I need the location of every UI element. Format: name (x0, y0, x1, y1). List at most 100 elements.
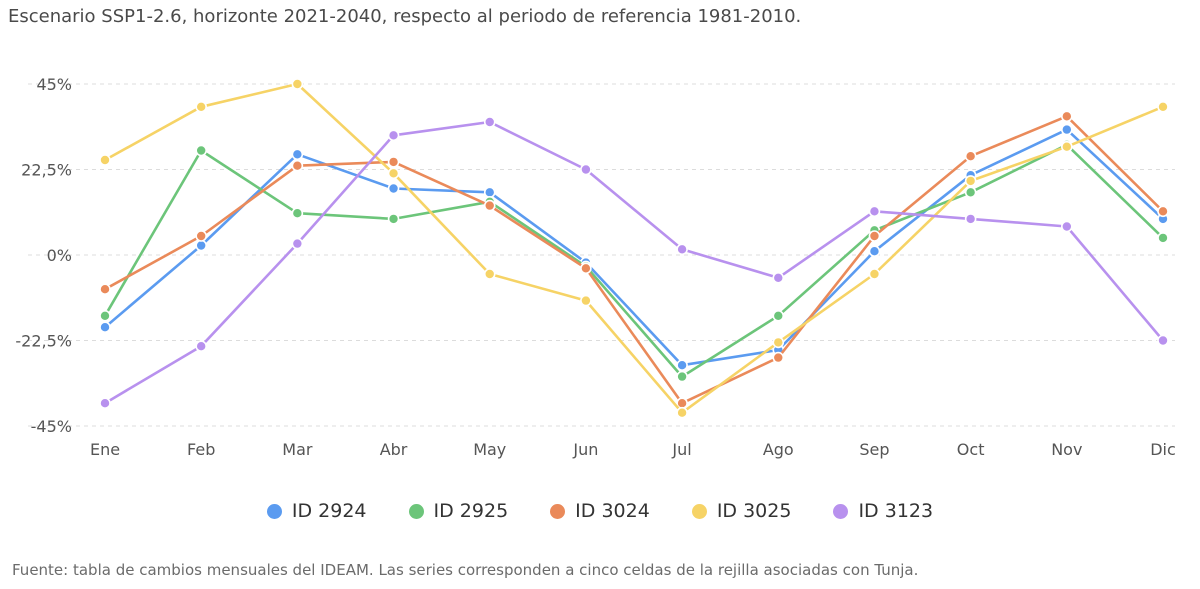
x-tick-label: Jun (572, 440, 598, 459)
data-point[interactable] (1157, 232, 1169, 244)
x-tick-label: Jul (671, 440, 691, 459)
series-id-3025 (99, 78, 1169, 419)
y-axis-ticks: -45% -22,5% 0% 22,5% 45% (15, 75, 72, 436)
data-point[interactable] (1061, 110, 1073, 123)
data-point[interactable] (1061, 220, 1073, 233)
data-point[interactable] (483, 199, 496, 212)
data-point[interactable] (195, 230, 207, 242)
series-id-3024 (99, 110, 1169, 410)
data-point[interactable] (964, 186, 977, 199)
x-tick-label: Ene (90, 440, 120, 459)
series-line (103, 82, 1165, 415)
data-point[interactable] (99, 321, 111, 334)
data-point[interactable] (868, 205, 881, 218)
data-point[interactable] (868, 268, 881, 280)
data-point[interactable] (99, 283, 111, 296)
x-tick-label: Ago (763, 440, 794, 459)
data-point[interactable] (868, 245, 881, 257)
data-point[interactable] (291, 159, 304, 172)
data-point[interactable] (195, 239, 207, 252)
gridlines (28, 83, 1175, 427)
data-point[interactable] (772, 336, 785, 349)
x-tick-label: Oct (957, 440, 985, 459)
data-point[interactable] (387, 129, 400, 142)
data-point[interactable] (676, 243, 688, 256)
data-point[interactable] (964, 213, 977, 225)
y-tick-label: 22,5% (21, 161, 72, 180)
data-point[interactable] (868, 230, 881, 242)
data-point[interactable] (676, 370, 688, 383)
legend-item[interactable]: ID 3123 (833, 500, 933, 522)
x-tick-label: Mar (282, 440, 313, 459)
data-point[interactable] (99, 397, 111, 410)
x-tick-label: Feb (187, 440, 215, 459)
legend-label: ID 2925 (433, 500, 509, 522)
y-tick-label: -22,5% (15, 332, 72, 351)
x-tick-label: Sep (859, 440, 889, 459)
data-point[interactable] (195, 144, 207, 157)
data-point[interactable] (387, 156, 400, 168)
data-point[interactable] (580, 163, 592, 176)
x-tick-label: May (473, 440, 506, 459)
y-tick-label: -45% (31, 417, 72, 436)
series-id-2925 (99, 139, 1169, 383)
legend-marker (550, 503, 566, 519)
legend-label: ID 3024 (575, 500, 650, 522)
chart-title: Escenario SSP1-2.6, horizonte 2021-2040,… (8, 6, 802, 27)
series-id-2924 (99, 123, 1169, 372)
data-point[interactable] (1061, 140, 1073, 153)
data-point[interactable] (772, 271, 785, 284)
source-note: Fuente: tabla de cambios mensuales del I… (12, 561, 919, 579)
data-point[interactable] (580, 262, 592, 275)
legend-item[interactable]: ID 3024 (550, 500, 650, 522)
x-tick-label: Dic (1150, 440, 1176, 459)
data-point[interactable] (291, 237, 304, 250)
legend-item[interactable]: ID 2924 (266, 500, 367, 522)
data-point[interactable] (483, 268, 496, 280)
series-line (103, 128, 1165, 367)
data-point[interactable] (772, 351, 785, 364)
data-point[interactable] (99, 154, 111, 166)
legend-item[interactable]: ID 3025 (691, 500, 792, 522)
data-point[interactable] (291, 148, 304, 161)
legend-marker (691, 503, 707, 519)
data-point[interactable] (1061, 123, 1073, 136)
series-line (103, 143, 1165, 378)
data-point[interactable] (99, 309, 111, 322)
chart-legend: ID 2924 ID 2925 ID 3024 ID 3025 ID 3123 (0, 500, 1200, 522)
data-point[interactable] (291, 207, 304, 219)
data-point[interactable] (291, 78, 304, 90)
legend-marker (408, 503, 424, 519)
data-point[interactable] (580, 294, 592, 307)
series-lines (99, 78, 1169, 419)
line-chart: -45% -22,5% 0% 22,5% 45% Ene Feb Mar Abr May Jun J… (15, 75, 1176, 459)
series-line (103, 115, 1165, 405)
data-point[interactable] (772, 309, 785, 322)
x-axis-ticks: Ene Feb Mar Abr May Jun Jul Ago Sep Oct Nov Dic (90, 440, 1176, 459)
data-point[interactable] (1157, 334, 1169, 347)
data-point[interactable] (387, 182, 400, 195)
y-tick-label: 45% (36, 75, 72, 94)
legend-label: ID 3025 (716, 500, 792, 522)
data-point[interactable] (387, 213, 400, 225)
series-id-3123 (99, 116, 1169, 410)
data-point[interactable] (1157, 205, 1169, 218)
data-point[interactable] (964, 150, 977, 162)
legend-label: ID 3123 (858, 500, 934, 522)
data-point[interactable] (964, 175, 977, 187)
data-point[interactable] (387, 167, 400, 180)
data-point[interactable] (195, 101, 207, 113)
legend-marker (833, 503, 849, 519)
data-point[interactable] (195, 340, 207, 353)
data-point[interactable] (676, 406, 688, 419)
legend-item[interactable]: ID 2925 (408, 500, 509, 522)
series-line (103, 120, 1165, 405)
data-point[interactable] (483, 116, 496, 128)
data-point[interactable] (676, 359, 688, 372)
legend-label: ID 2924 (291, 500, 367, 522)
y-tick-label: 0% (47, 246, 72, 265)
data-point[interactable] (483, 186, 496, 199)
legend-marker (266, 503, 282, 519)
x-tick-label: Nov (1051, 440, 1082, 459)
data-point[interactable] (1157, 101, 1169, 113)
